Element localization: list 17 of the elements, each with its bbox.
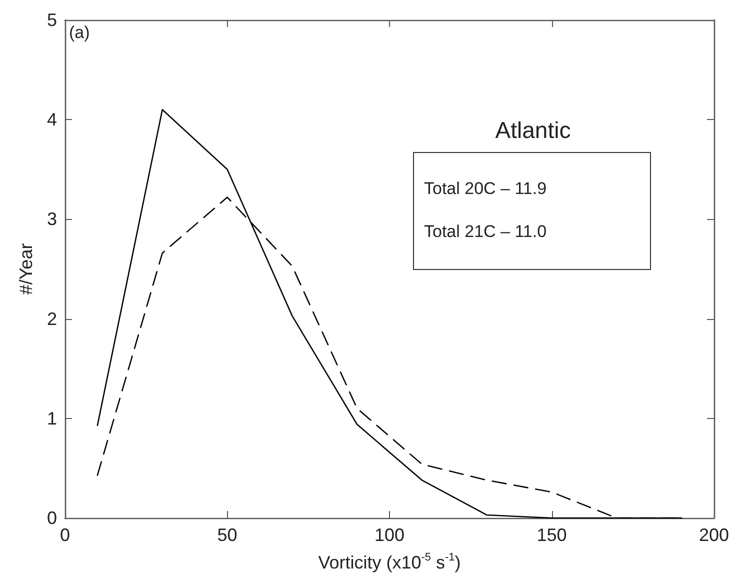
y-tick-label: 0	[46, 508, 57, 528]
text-box: Total 20C – 11.9 Total 21C – 11.0	[413, 152, 651, 270]
y-tick-label: 3	[46, 209, 57, 230]
x-tick-label: 150	[536, 525, 567, 545]
annotation: Total 21C – 11.0	[424, 221, 548, 243]
text: Atlantic	[494, 117, 572, 144]
y-tick-label: 1	[46, 408, 57, 428]
annotation: (a)	[69, 23, 90, 43]
y-tick-label: 2	[46, 308, 57, 329]
x-tick-label: 0	[60, 525, 70, 545]
y-tick-label: 5	[46, 10, 57, 30]
annotation: Total 20C – 11.9	[424, 178, 548, 200]
y-tick-label: 4	[46, 110, 57, 130]
x-tick-label: 200	[698, 525, 730, 545]
x-tick-label: 50	[217, 525, 238, 545]
y-axis-title: #/Year	[16, 243, 36, 295]
x-tick-label: 100	[374, 525, 405, 545]
